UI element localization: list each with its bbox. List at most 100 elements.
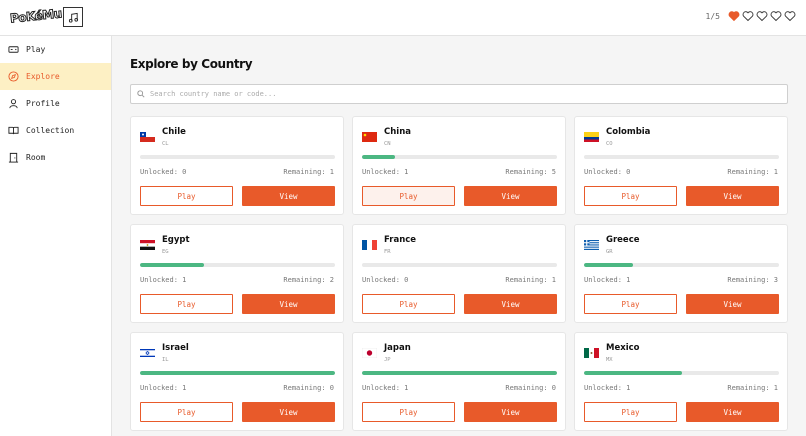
progress-fill	[584, 371, 682, 375]
country-code: GR	[606, 249, 613, 255]
country-code: CL	[162, 141, 169, 147]
country-name: Egypt	[162, 235, 190, 245]
remaining-stat: Remaining: 3	[727, 276, 778, 284]
view-button[interactable]: View	[242, 294, 335, 314]
remaining-label: Remaining:	[505, 276, 548, 284]
country-card-jp: Japan JP Unlocked: 1 Remaining: 0 Play V…	[352, 332, 566, 431]
user-icon	[9, 99, 18, 109]
view-button[interactable]: View	[464, 294, 557, 314]
view-button[interactable]: View	[686, 402, 779, 422]
progress-fill	[140, 263, 205, 267]
remaining-label: Remaining:	[283, 384, 326, 392]
country-card-cn: China CN Unlocked: 1 Remaining: 5 Play V…	[352, 116, 566, 215]
play-button[interactable]: Play	[362, 294, 455, 314]
sidebar-item-label: Play	[26, 45, 46, 54]
view-button[interactable]: View	[464, 402, 557, 422]
unlocked-value: 1	[626, 384, 631, 392]
search-icon	[137, 90, 145, 98]
view-button[interactable]: View	[242, 402, 335, 422]
country-card-mx: Mexico MX Unlocked: 1 Remaining: 1 Play …	[574, 332, 788, 431]
country-name: France	[384, 235, 417, 245]
page-title: Explore by Country	[130, 57, 253, 71]
play-button[interactable]: Play	[584, 294, 677, 314]
unlocked-label: Unlocked:	[140, 168, 178, 176]
main-content: Explore by Country Chile CL Unlocked: 0 …	[113, 36, 806, 436]
sidebar: Play Explore Profile Collection Room	[0, 36, 112, 436]
country-card-co: Colombia CO Unlocked: 0 Remaining: 1 Pla…	[574, 116, 788, 215]
unlocked-label: Unlocked:	[584, 168, 622, 176]
unlocked-value: 0	[404, 276, 409, 284]
country-name: Mexico	[606, 343, 640, 353]
unlocked-label: Unlocked:	[584, 384, 622, 392]
view-button[interactable]: View	[686, 186, 779, 206]
hearts-row	[728, 10, 796, 22]
progress-fill	[140, 371, 335, 375]
unlocked-stat: Unlocked: 1	[362, 168, 408, 176]
play-button[interactable]: Play	[140, 294, 233, 314]
progress-bar	[140, 371, 335, 375]
sidebar-item-explore[interactable]: Explore	[0, 63, 111, 90]
music-note-icon	[68, 12, 78, 23]
country-code: JP	[384, 357, 391, 363]
progress-fill	[362, 155, 396, 159]
china-flag-icon	[362, 132, 377, 142]
unlocked-value: 1	[404, 168, 409, 176]
play-button[interactable]: Play	[140, 186, 233, 206]
country-card-il: Israel IL Unlocked: 1 Remaining: 0 Play …	[130, 332, 344, 431]
heart-icon	[742, 11, 754, 22]
play-button[interactable]: Play	[584, 402, 677, 422]
unlocked-stat: Unlocked: 1	[362, 384, 408, 392]
country-card-gr: Greece GR Unlocked: 1 Remaining: 3 Play …	[574, 224, 788, 323]
unlocked-label: Unlocked:	[140, 384, 178, 392]
door-icon	[8, 152, 19, 163]
view-button[interactable]: View	[686, 294, 779, 314]
country-code: FR	[384, 249, 391, 255]
play-button[interactable]: Play	[362, 402, 455, 422]
country-name: Greece	[606, 235, 640, 245]
remaining-stat: Remaining: 2	[283, 276, 334, 284]
remaining-value: 1	[551, 276, 556, 284]
unlocked-stat: Unlocked: 0	[140, 168, 186, 176]
remaining-stat: Remaining: 0	[283, 384, 334, 392]
remaining-value: 1	[773, 384, 778, 392]
unlocked-stat: Unlocked: 1	[584, 276, 630, 284]
sidebar-item-label: Collection	[26, 126, 75, 135]
remaining-value: 3	[773, 276, 778, 284]
colombia-flag-icon	[584, 132, 599, 142]
remaining-stat: Remaining: 1	[283, 168, 334, 176]
sidebar-item-profile[interactable]: Profile	[0, 90, 111, 117]
remaining-value: 0	[329, 384, 334, 392]
remaining-label: Remaining:	[283, 276, 326, 284]
music-toggle-button[interactable]	[63, 7, 83, 27]
greece-flag-icon	[584, 240, 599, 250]
sidebar-item-collection[interactable]: Collection	[0, 117, 111, 144]
search-input[interactable]	[150, 90, 770, 98]
remaining-value: 2	[329, 276, 334, 284]
lives-indicator: 1/5	[706, 10, 796, 22]
unlocked-value: 0	[182, 168, 187, 176]
search-box[interactable]	[130, 84, 788, 104]
country-code: EG	[162, 249, 169, 255]
view-button[interactable]: View	[464, 186, 557, 206]
play-button[interactable]: Play	[362, 186, 455, 206]
sidebar-item-label: Profile	[26, 99, 60, 108]
heart-icon	[770, 11, 782, 22]
view-button[interactable]: View	[242, 186, 335, 206]
unlocked-value: 1	[182, 384, 187, 392]
mexico-flag-icon	[584, 348, 599, 358]
progress-bar	[362, 263, 557, 267]
sidebar-item-room[interactable]: Room	[0, 144, 111, 171]
progress-bar	[584, 263, 779, 267]
progress-fill	[584, 263, 633, 267]
play-button[interactable]: Play	[584, 186, 677, 206]
sidebar-item-play[interactable]: Play	[0, 36, 111, 63]
country-code: CN	[384, 141, 391, 147]
heart-icon	[756, 11, 768, 22]
progress-bar	[140, 263, 335, 267]
country-code: MX	[606, 357, 613, 363]
remaining-label: Remaining:	[505, 384, 548, 392]
app-logo[interactable]: PoKéMu	[9, 6, 63, 26]
play-button[interactable]: Play	[140, 402, 233, 422]
remaining-stat: Remaining: 1	[727, 168, 778, 176]
compass-icon	[8, 71, 19, 82]
